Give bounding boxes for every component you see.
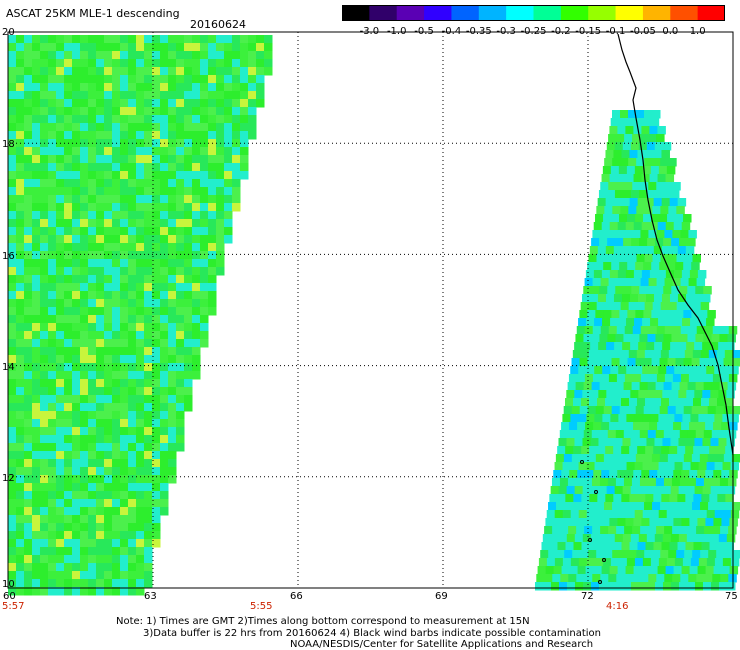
- lat-label-10: 10: [2, 579, 15, 590]
- colorbar-segment: [342, 5, 370, 21]
- lon-label-63: 63: [144, 591, 157, 602]
- lat-lon-gridlines: [8, 32, 733, 588]
- colorbar-border: [342, 5, 725, 21]
- colorbar-segment: [697, 5, 725, 21]
- note-line-2: 3)Data buffer is 22 hrs from 20160624 4)…: [143, 628, 601, 639]
- lon-label-75: 75: [725, 591, 738, 602]
- colorbar-segment: [588, 5, 617, 21]
- colorbar-segment: [642, 5, 671, 21]
- colorbar-segment: [560, 5, 589, 21]
- coastline: [580, 33, 734, 584]
- colorbar-segment: [506, 5, 535, 21]
- product-date: 20160624: [190, 18, 246, 31]
- colorbar-segment: [396, 5, 425, 21]
- colorbar-segment: [533, 5, 562, 21]
- lat-label-20: 20: [2, 27, 15, 38]
- lon-label-66: 66: [290, 591, 303, 602]
- island-mark: [598, 580, 602, 584]
- lon-label-72: 72: [581, 591, 594, 602]
- lat-label-16: 16: [2, 251, 15, 262]
- note-line-1: Note: 1) Times are GMT 2)Times along bot…: [116, 616, 530, 627]
- note-line-3: NOAA/NESDIS/Center for Satellite Applica…: [290, 639, 594, 650]
- colorbar-segment: [424, 5, 453, 21]
- pass-time-3: 4:16: [606, 601, 629, 612]
- product-title: ASCAT 25KM MLE-1 descending: [6, 7, 180, 20]
- colorbar-segment: [369, 5, 398, 21]
- island-mark: [580, 460, 584, 464]
- ascat-swath-left: [8, 35, 273, 596]
- map-frame: [7, 31, 734, 589]
- lon-label-69: 69: [435, 591, 448, 602]
- ascat-swath-right: [534, 110, 740, 591]
- lat-label-18: 18: [2, 139, 15, 150]
- colorbar-segment: [451, 5, 480, 21]
- island-mark: [602, 558, 606, 562]
- pass-time-2: 5:55: [250, 601, 273, 612]
- lat-label-12: 12: [2, 473, 15, 484]
- island-mark: [594, 490, 598, 494]
- colorbar-segment: [478, 5, 507, 21]
- coastline-path: [617, 33, 734, 456]
- colorbar-segment: [615, 5, 644, 21]
- pass-time-1: 5:57: [2, 601, 25, 612]
- colorbar-segment: [670, 5, 699, 21]
- island-mark: [588, 538, 592, 542]
- lat-label-14: 14: [2, 362, 15, 373]
- lon-label-60: 60: [3, 591, 16, 602]
- colorbar: [342, 5, 725, 21]
